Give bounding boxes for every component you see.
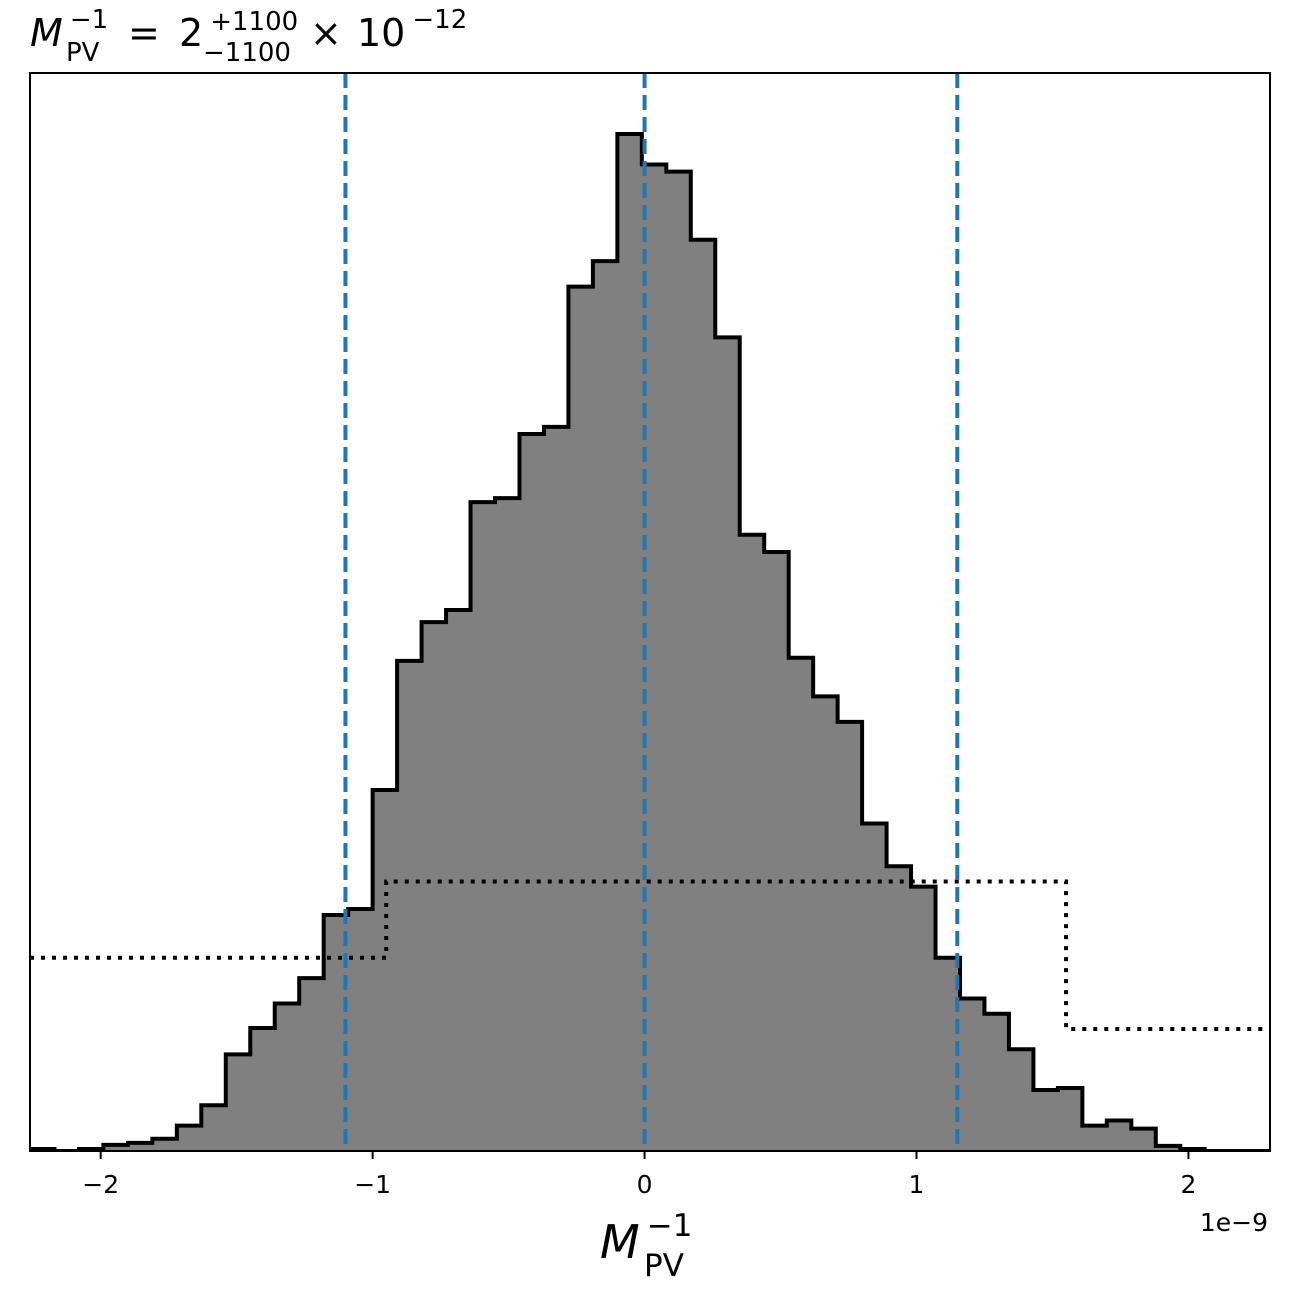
x-tick-label: −2 [82, 1170, 119, 1199]
histogram-bar [543, 426, 569, 1151]
histogram-bar [397, 660, 423, 1151]
histogram-bar [495, 498, 520, 1151]
x-ticks: −2 −1 0 1 2 [82, 1151, 1196, 1199]
histogram-bar [690, 239, 716, 1151]
prior-dotted-line [30, 879, 1270, 1031]
x-tick-label: 0 [637, 1170, 653, 1199]
x-label-symbol: M [600, 1215, 640, 1269]
title-lower: −1100 [203, 38, 291, 68]
credible-interval-lines [343, 73, 960, 1151]
histogram-bar [568, 286, 594, 1151]
title-value: 2 [179, 11, 203, 55]
histogram-bar [274, 1003, 300, 1151]
histogram-bar [1008, 1049, 1034, 1151]
histogram-bar [127, 1142, 153, 1151]
histogram-bar [739, 534, 765, 1151]
histogram-bar [788, 657, 814, 1151]
histogram-bar [1155, 1145, 1181, 1151]
histogram-bar [372, 789, 398, 1151]
histogram-bar [421, 622, 447, 1151]
histogram-bar [250, 1027, 276, 1151]
histogram-bar [152, 1138, 178, 1151]
histogram-bar [348, 908, 374, 1151]
histogram-bar [1033, 1089, 1059, 1151]
x-label-sub: PV [644, 1248, 684, 1284]
histogram-bar [299, 978, 325, 1151]
histogram-bar [103, 1144, 129, 1151]
title-symbol-sup: −1 [70, 5, 108, 35]
title-symbol: M [30, 11, 63, 55]
x-tick-label: −1 [354, 1170, 391, 1199]
title-equals: = [128, 11, 160, 55]
x-offset-text: 1e−9 [1200, 1208, 1268, 1237]
histogram-bar [176, 1125, 202, 1151]
histogram-bar [470, 502, 496, 1151]
histogram-bar [1057, 1087, 1083, 1151]
x-tick-label: 1 [909, 1170, 925, 1199]
histogram-bar [911, 886, 937, 1151]
histogram-bar [617, 134, 643, 1151]
histogram-bar [225, 1054, 251, 1151]
histogram-bar [201, 1105, 227, 1151]
histogram-step-outline [30, 132, 1270, 1151]
histogram-bar [886, 866, 912, 1151]
histogram-bar [519, 434, 545, 1151]
prior-step-line [30, 879, 1270, 1031]
plot-frame [29, 72, 1271, 1152]
histogram-bar [592, 261, 618, 1151]
histogram-bar [837, 721, 863, 1151]
histogram-bar [764, 551, 790, 1151]
histogram-bar [1082, 1125, 1108, 1151]
title-base: 10 [357, 11, 405, 55]
histogram-bar [862, 823, 888, 1151]
histogram-bar [666, 171, 692, 1151]
title-times: × [310, 11, 342, 55]
chart-title: M −1 PV = 2 +1100 −1100 × 10 −12 [30, 5, 467, 68]
histogram-bar [1131, 1128, 1157, 1151]
histogram-bar [813, 696, 839, 1151]
x-label-sup: −1 [647, 1208, 693, 1244]
histogram-bar [1106, 1120, 1132, 1151]
histogram-outline [30, 132, 1270, 1151]
histogram-bar [715, 337, 741, 1151]
title-upper: +1100 [210, 7, 298, 37]
x-tick-label: 2 [1180, 1170, 1196, 1199]
histogram-bars [30, 134, 1206, 1151]
histogram-bar [960, 998, 985, 1151]
title-exponent: −12 [412, 5, 467, 35]
histogram-bar [984, 1013, 1010, 1151]
title-symbol-sub: PV [66, 38, 100, 68]
x-axis-label: M −1 PV [600, 1208, 698, 1284]
